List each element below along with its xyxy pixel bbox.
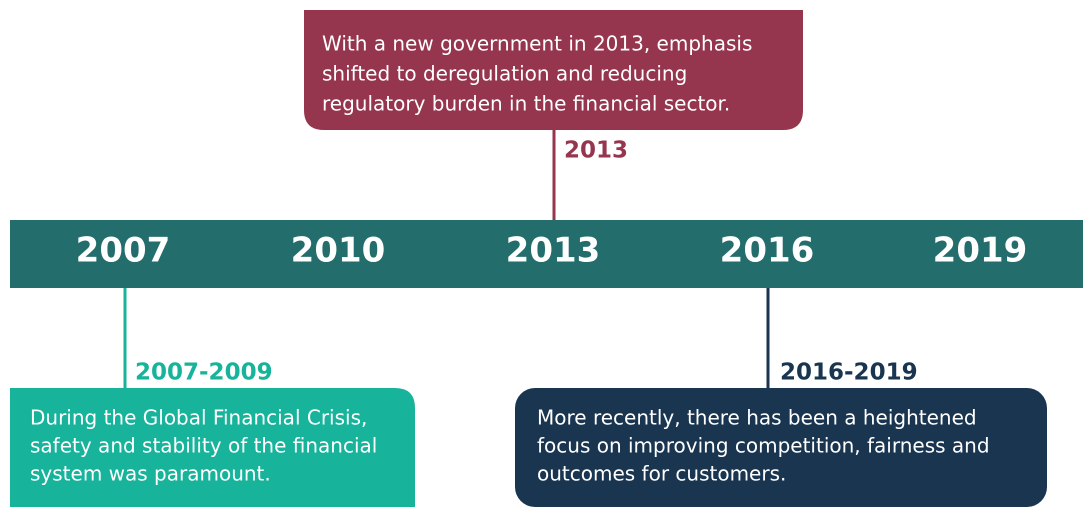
year: 2019 <box>933 231 1028 271</box>
event-text: outcomes for customers. <box>537 462 786 486</box>
event-box <box>515 388 1047 507</box>
event-text: safety and stability of the financial <box>30 434 377 458</box>
year: 2013 <box>506 231 601 271</box>
year: 2016 <box>720 231 815 271</box>
event-label: 2007-2009 <box>135 360 273 386</box>
event-label: 2016-2019 <box>780 360 918 386</box>
event-box <box>304 10 803 130</box>
event-text: With a new government in 2013, emphasis <box>322 32 752 56</box>
event-text: shifted to deregulation and reducing <box>322 62 687 86</box>
year: 2010 <box>291 231 386 271</box>
timeline-band <box>10 220 1083 288</box>
event-text: During the Global Financial Crisis, <box>30 406 367 430</box>
year: 2007 <box>76 231 171 271</box>
event-text: More recently, there has been a heighten… <box>537 406 977 430</box>
event-box <box>10 388 415 507</box>
event-text: regulatory burden in the financial secto… <box>322 92 730 116</box>
event-text: system was paramount. <box>30 462 271 486</box>
event-label: 2013 <box>564 138 628 164</box>
event-text: focus on improving competition, fairness… <box>537 434 990 458</box>
